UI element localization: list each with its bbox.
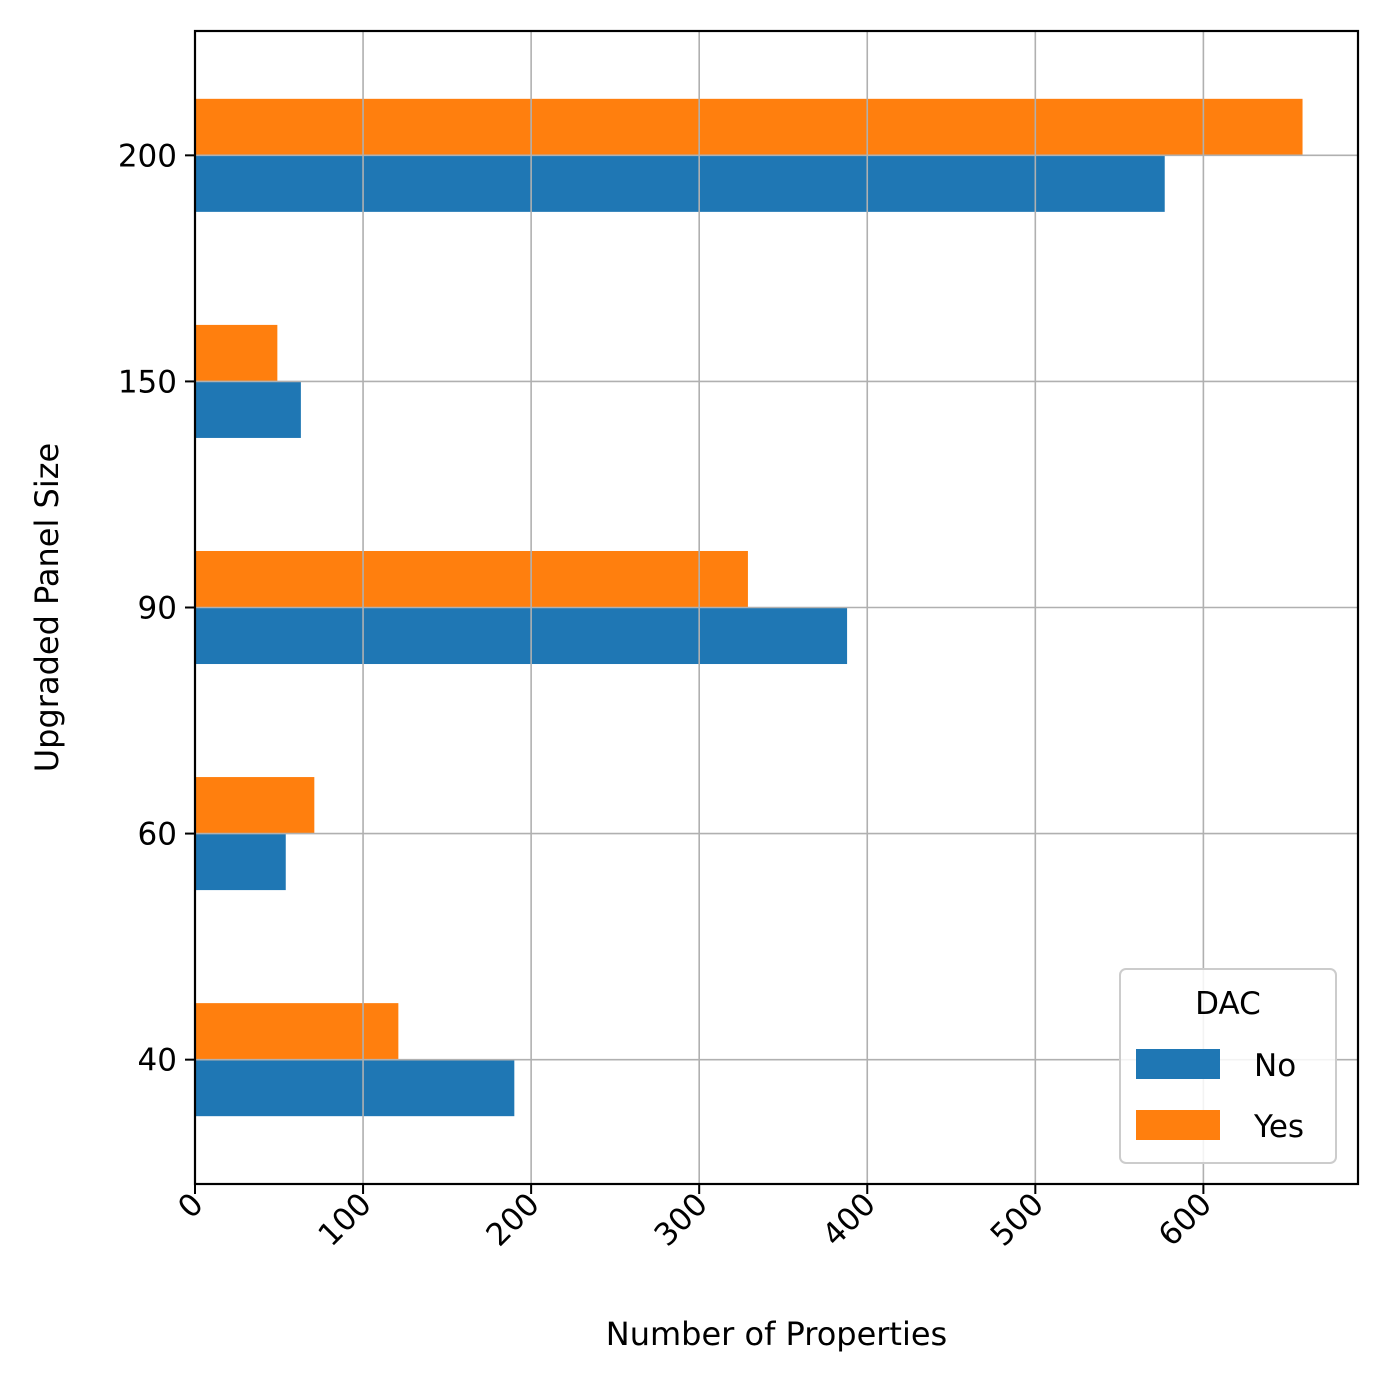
legend-label-no: No [1254,1048,1296,1084]
legend: DAC No Yes [1119,968,1337,1164]
legend-entries: No Yes [1136,1048,1304,1145]
x-tick-label: 200 [479,1186,546,1253]
x-tick-label: 500 [984,1186,1051,1253]
y-tick-label: 150 [118,364,177,400]
legend-swatch-yes [1136,1110,1220,1140]
bar-no-200 [195,155,1165,212]
bar-no-150 [195,381,301,438]
x-tick-label: 300 [648,1186,715,1253]
y-tick-label: 90 [138,591,177,627]
bar-yes-60 [195,777,315,834]
y-axis-title: Upgraded Panel Size [28,443,66,772]
y-tick-label: 40 [138,1043,177,1079]
legend-label-yes: Yes [1253,1109,1304,1145]
bars [195,98,1303,1117]
x-tick-label: 100 [311,1186,378,1253]
legend-swatch-no [1136,1049,1220,1079]
x-tick-label: 600 [1152,1186,1219,1253]
x-axis-title: Number of Properties [606,1315,947,1353]
bar-no-40 [195,1059,515,1117]
bar-yes-150 [195,324,278,382]
y-tick-label: 200 [118,138,177,174]
bar-yes-40 [195,1003,399,1060]
bar-no-90 [195,607,848,665]
bar-yes-200 [195,98,1303,156]
x-tick-label: 0 [171,1186,210,1225]
bar-yes-90 [195,550,748,608]
y-tick-label: 60 [138,817,177,853]
x-tick-label: 400 [816,1186,883,1253]
legend-title: DAC [1195,986,1261,1022]
bar-no-60 [195,833,286,891]
